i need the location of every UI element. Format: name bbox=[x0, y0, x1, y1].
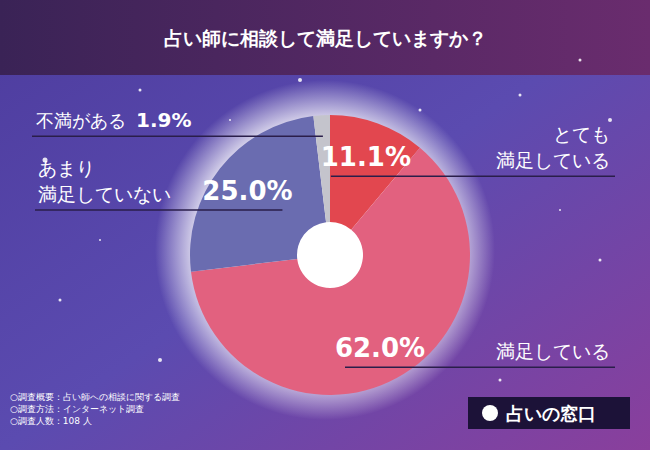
svg-text:不満がある1.9%: 不満がある1.9% bbox=[36, 108, 191, 132]
svg-text:○調査方法：インターネット調査: ○調査方法：インターネット調査 bbox=[10, 404, 144, 414]
svg-text:占い師に相談して満足していますか？: 占い師に相談して満足していますか？ bbox=[164, 27, 487, 49]
svg-text:○調査概要：占い師への相談に関する調査: ○調査概要：占い師への相談に関する調査 bbox=[10, 392, 180, 402]
svg-text:満足していない: 満足していない bbox=[38, 183, 171, 205]
svg-text:満足している: 満足している bbox=[496, 149, 610, 171]
svg-text:○調査人数：108 人: ○調査人数：108 人 bbox=[10, 416, 92, 426]
svg-text:62.0%: 62.0% bbox=[335, 333, 425, 363]
svg-text:あまり: あまり bbox=[38, 157, 95, 179]
svg-text:占いの窓口: 占いの窓口 bbox=[506, 403, 596, 424]
svg-text:25.0%: 25.0% bbox=[202, 176, 292, 206]
svg-text:満足している: 満足している bbox=[496, 340, 610, 362]
svg-text:11.1%: 11.1% bbox=[321, 142, 411, 172]
svg-text:とても: とても bbox=[553, 123, 610, 145]
